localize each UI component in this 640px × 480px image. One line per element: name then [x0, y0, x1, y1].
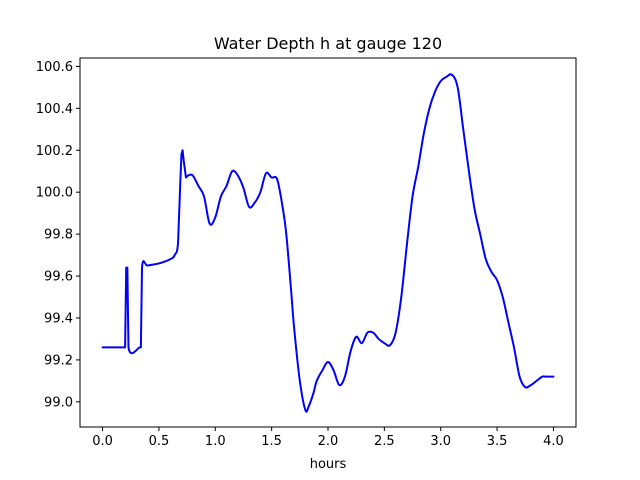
y-tick-label: 99.2 — [44, 353, 73, 368]
y-tick-label: 100.2 — [36, 144, 73, 159]
y-tick-label: 99.4 — [44, 311, 73, 326]
x-tick-label: 3.5 — [487, 434, 508, 449]
x-tick-label: 0.0 — [92, 434, 113, 449]
x-tick-label: 1.5 — [261, 434, 282, 449]
x-tick-label: 0.5 — [149, 434, 170, 449]
x-tick-label: 2.5 — [374, 434, 395, 449]
x-tick-label: 1.0 — [205, 434, 226, 449]
y-axis-ticks: 99.0 99.2 99.4 99.6 99.8 100.0 100.2 100.4 100.6 — [36, 60, 80, 410]
y-tick-label: 100.0 — [36, 186, 73, 201]
x-axis-label: hours — [310, 457, 347, 472]
y-tick-label: 99.6 — [44, 270, 73, 285]
x-axis-ticks: 0.0 0.5 1.0 1.5 2.0 2.5 3.0 3.5 4.0 — [92, 427, 564, 449]
y-tick-label: 100.6 — [36, 60, 73, 75]
x-tick-label: 4.0 — [543, 434, 564, 449]
chart-title: Water Depth h at gauge 120 — [214, 34, 442, 53]
series-line-water-depth — [101, 73, 555, 413]
x-tick-label: 3.0 — [430, 434, 451, 449]
y-tick-label: 99.8 — [44, 228, 73, 243]
plot-area-frame — [79, 57, 577, 428]
y-tick-label: 99.0 — [44, 395, 73, 410]
x-tick-label: 2.0 — [318, 434, 339, 449]
y-tick-label: 100.4 — [36, 102, 73, 117]
